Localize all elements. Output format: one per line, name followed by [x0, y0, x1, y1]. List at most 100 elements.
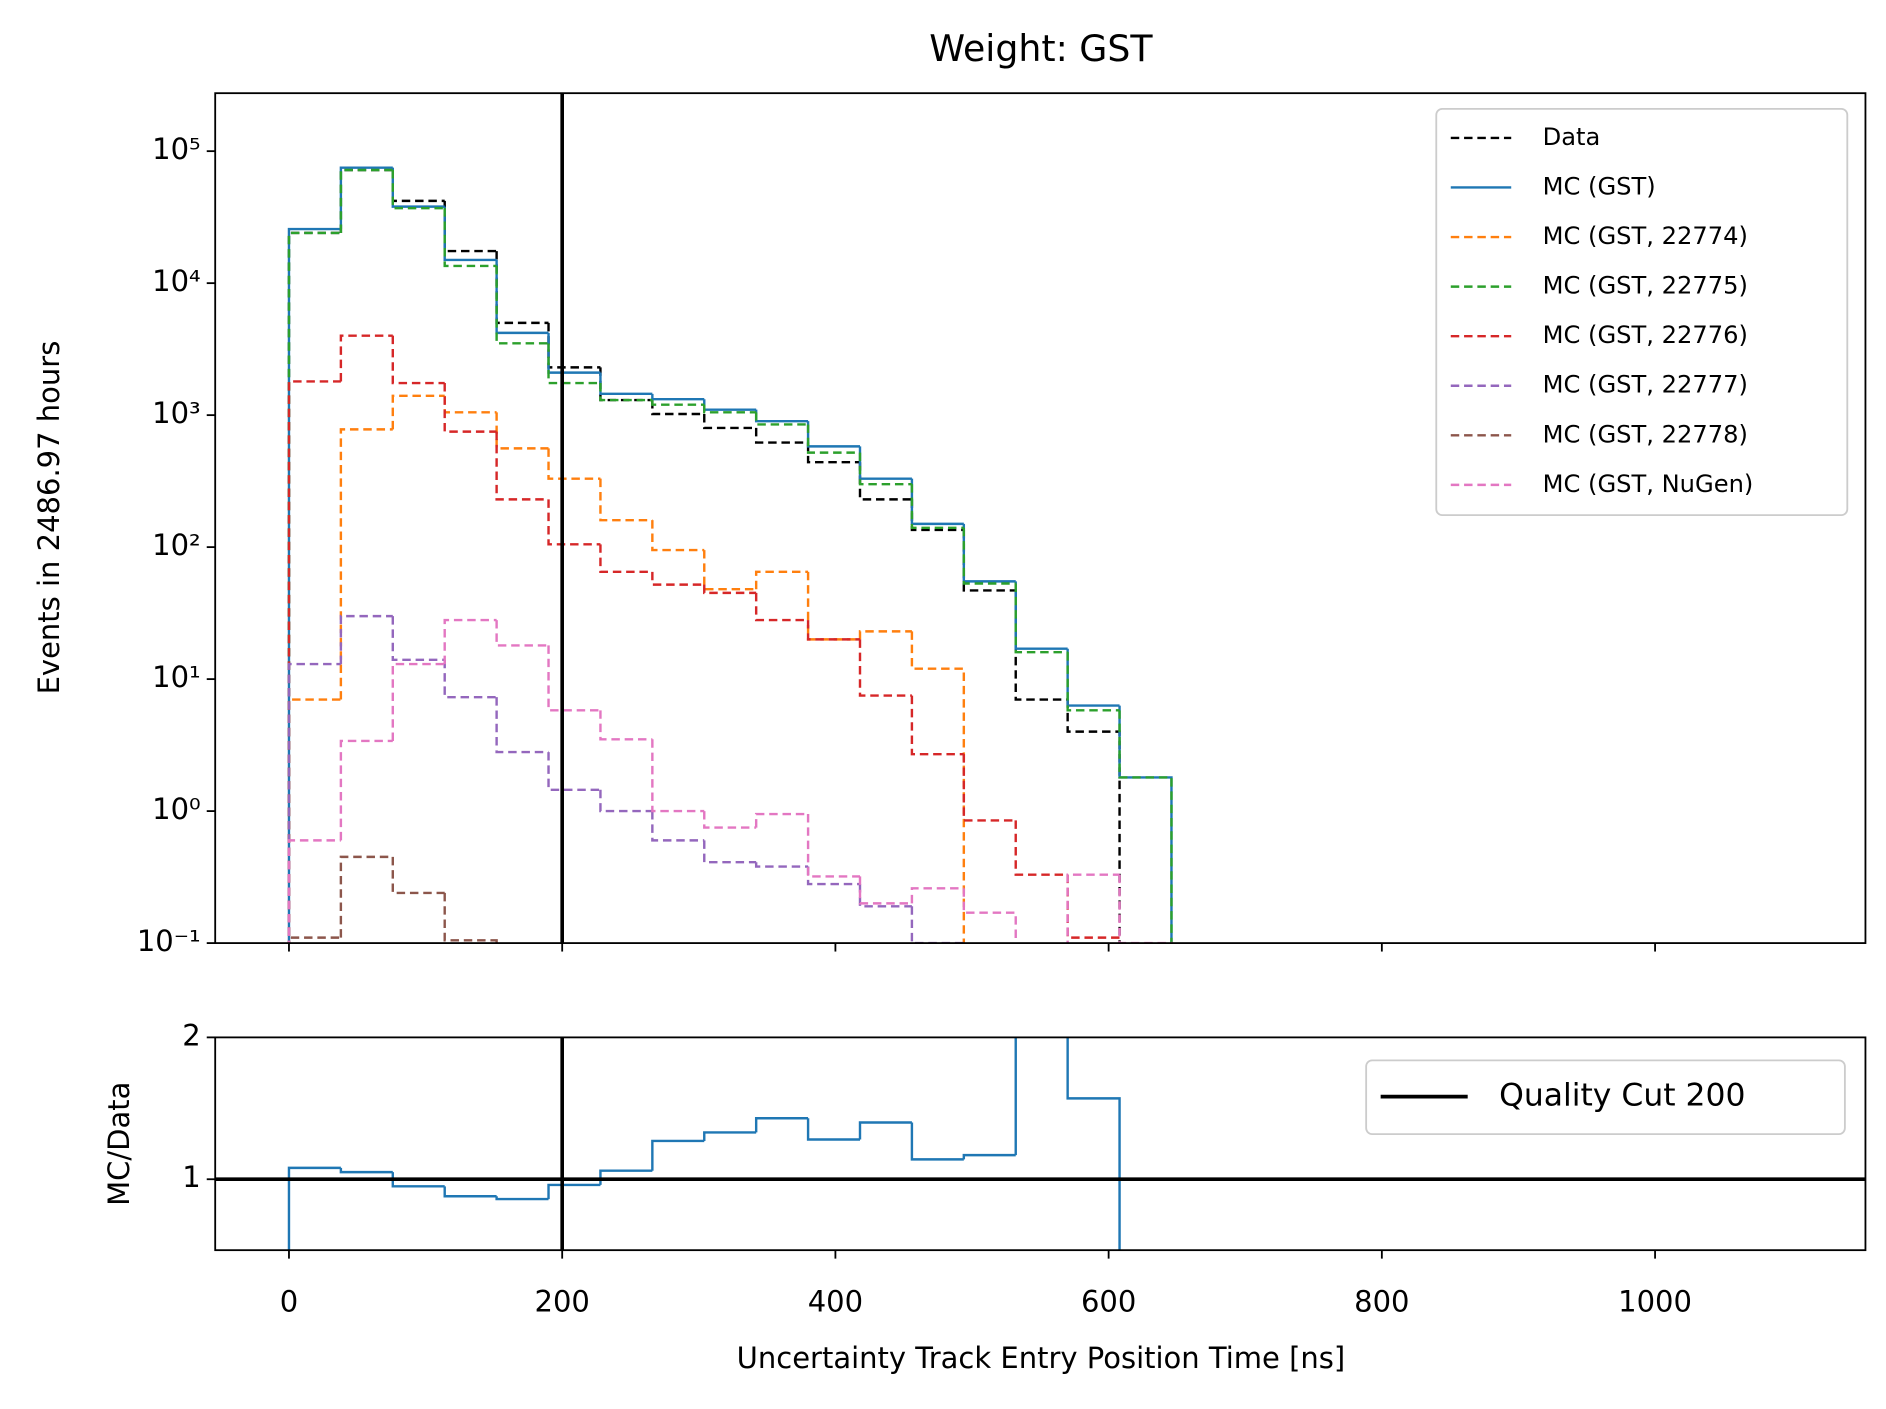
histogram-step — [703, 811, 757, 829]
legend-label: MC (GST, 22777) — [1543, 371, 1748, 399]
histogram-step — [962, 754, 1016, 822]
histogram-step — [339, 428, 393, 700]
histogram-step — [339, 166, 393, 230]
histogram-step — [910, 695, 964, 756]
histogram-step — [910, 887, 964, 904]
histogram-step — [754, 570, 809, 590]
histogram-step — [754, 862, 809, 868]
histogram-step — [599, 544, 653, 574]
histogram-step — [651, 811, 705, 842]
y-axis-label: MC/Data — [102, 1082, 136, 1206]
histogram-step — [651, 400, 705, 406]
histogram-step — [287, 231, 341, 944]
histogram-step — [287, 662, 341, 944]
histogram-step — [651, 571, 705, 586]
plot-area — [287, 166, 1173, 944]
histogram-step — [651, 520, 705, 552]
histogram-step — [703, 414, 757, 430]
histogram-step — [1066, 652, 1120, 712]
plot-area — [287, 1037, 1121, 1251]
histogram-step — [391, 167, 445, 208]
histogram-step — [495, 620, 549, 647]
y-tick-label: 10⁰ — [152, 792, 201, 826]
axes-frame — [214, 92, 1867, 944]
histogram-step — [391, 616, 445, 662]
chart-title: Weight: GST — [929, 27, 1153, 70]
histogram-step — [651, 1139, 705, 1171]
x-tick-label: 800 — [1354, 1284, 1409, 1318]
histogram-step — [651, 393, 705, 401]
y-tick-label: 10³ — [152, 396, 201, 430]
histogram-step — [1066, 1037, 1121, 1251]
histogram-step — [910, 906, 966, 944]
histogram-step — [599, 383, 653, 402]
histogram-step — [703, 584, 757, 595]
histogram-step — [858, 452, 912, 486]
histogram-step — [495, 1196, 549, 1201]
histogram-step — [391, 335, 445, 385]
histogram-step — [1014, 820, 1068, 876]
histogram-step — [806, 814, 860, 878]
histogram-step — [599, 789, 653, 813]
histogram-step — [339, 168, 393, 233]
histogram-step — [339, 855, 393, 938]
histogram-step — [599, 478, 653, 522]
histogram-step — [443, 618, 497, 665]
histogram-step — [443, 395, 497, 414]
y-tick-label: 10⁵ — [152, 132, 201, 166]
histogram-step — [1066, 874, 1121, 944]
histogram-step — [391, 1172, 445, 1188]
histogram-step — [754, 592, 809, 622]
y-tick-label: 1 — [182, 1160, 200, 1194]
x-tick-label: 0 — [280, 1284, 298, 1318]
x-tick-label: 400 — [808, 1284, 863, 1318]
histogram-step — [910, 484, 964, 530]
legend-label: MC (GST, NuGen) — [1543, 470, 1754, 498]
histogram-step — [547, 752, 601, 792]
histogram-step — [806, 620, 860, 641]
y-tick-label: 2 — [182, 1018, 200, 1052]
histogram-step — [1066, 648, 1120, 707]
histogram-step — [443, 1186, 497, 1198]
histogram-step — [806, 1118, 860, 1141]
histogram-step — [858, 462, 912, 501]
x-tick-label: 200 — [535, 1284, 590, 1318]
histogram-step — [391, 662, 445, 741]
histogram-step — [754, 427, 809, 444]
y-tick-label: 10⁻¹ — [137, 924, 201, 958]
legend-label: Data — [1543, 123, 1601, 151]
histogram-step — [495, 431, 549, 501]
histogram-step — [1014, 590, 1068, 701]
histogram-step — [1118, 710, 1173, 944]
histogram-step — [1066, 699, 1121, 944]
histogram-step — [1014, 583, 1068, 654]
histogram-step — [910, 1122, 964, 1161]
histogram-step — [391, 169, 445, 203]
legend-box — [1365, 1059, 1846, 1136]
histogram-step — [962, 888, 1017, 944]
histogram-step — [806, 424, 860, 454]
histogram-step — [703, 404, 757, 414]
histogram-step — [754, 409, 809, 423]
histogram-step — [547, 322, 601, 369]
legend-box — [1435, 107, 1849, 517]
histogram-step — [1118, 874, 1173, 944]
histogram-step — [443, 383, 497, 433]
histogram-step — [339, 614, 393, 665]
histogram-step — [391, 394, 445, 430]
histogram-step — [547, 1183, 601, 1200]
histogram-step — [287, 936, 341, 944]
histogram-step — [754, 1117, 809, 1133]
histogram-step — [339, 739, 393, 841]
histogram-step — [547, 448, 601, 480]
histogram-step — [495, 265, 549, 345]
histogram-step — [443, 200, 497, 253]
histogram-step — [858, 1121, 912, 1140]
x-tick-label: 1000 — [1618, 1284, 1692, 1318]
histogram-step — [287, 231, 341, 944]
histogram-step — [806, 571, 860, 641]
histogram-step — [1066, 873, 1120, 944]
histogram-step — [858, 446, 912, 480]
histogram-step — [443, 892, 498, 944]
histogram-step — [703, 1131, 757, 1141]
